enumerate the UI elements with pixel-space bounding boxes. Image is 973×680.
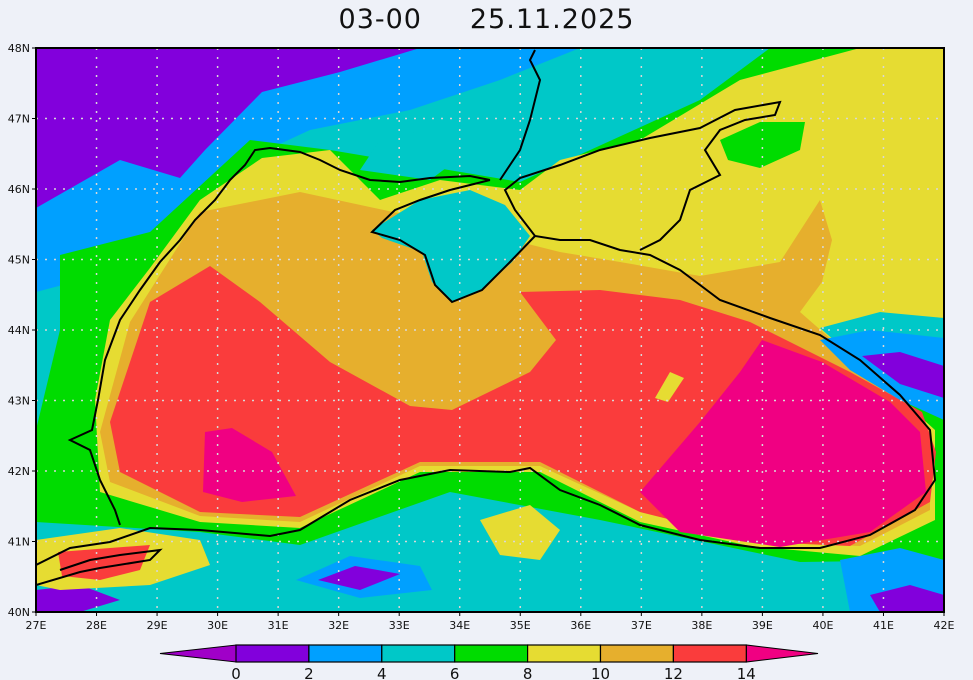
lon-tick-label: 40E xyxy=(812,619,833,632)
map-title: 03-00 25.11.2025 xyxy=(338,4,635,35)
lat-tick-label: 45N xyxy=(8,254,30,267)
axis-ticks: 27E 28E 29E 30E 31E 32E 33E 34E 35E 36E 37E 38E 39E 4… xyxy=(8,42,955,632)
colorbar-label: 0 xyxy=(231,665,241,680)
gridlines xyxy=(36,48,944,612)
lat-tick-label: 48N xyxy=(8,42,30,55)
colorbar: 0 2 4 6 8 10 12 14 xyxy=(159,644,819,680)
colorbar-label: 8 xyxy=(523,665,533,680)
colorbar-swatch xyxy=(672,644,747,663)
colorbar-under-triangle xyxy=(159,644,237,663)
colorbar-swatch xyxy=(454,644,529,663)
colorbar-label: 4 xyxy=(377,665,387,680)
colorbar-over-triangle xyxy=(745,644,819,663)
colorbar-swatch xyxy=(599,644,675,663)
lat-tick-label: 46N xyxy=(8,183,30,196)
lon-tick-label: 35E xyxy=(510,619,531,632)
colorbar-swatch xyxy=(526,644,602,663)
lat-tick-label: 41N xyxy=(8,536,30,549)
lon-tick-label: 32E xyxy=(328,619,349,632)
field-azov-cyan xyxy=(360,90,560,180)
lon-tick-label: 31E xyxy=(268,619,289,632)
field-green-east xyxy=(720,122,805,168)
lon-tick-label: 41E xyxy=(873,619,894,632)
lat-tick-label: 42N xyxy=(8,465,30,478)
colorbar-label: 2 xyxy=(304,665,314,680)
lon-tick-label: 29E xyxy=(147,619,168,632)
field-east-purple xyxy=(862,352,944,398)
coastline xyxy=(36,49,937,586)
lat-tick-label: 43N xyxy=(8,395,30,408)
lon-tick-label: 36E xyxy=(570,619,591,632)
colorbar-swatch xyxy=(308,644,383,663)
lon-tick-label: 42E xyxy=(934,619,955,632)
lon-tick-label: 37E xyxy=(631,619,652,632)
field-east-blue xyxy=(820,330,944,420)
lon-tick-label: 30E xyxy=(207,619,228,632)
lon-tick-label: 27E xyxy=(26,619,47,632)
colorbar-swatch xyxy=(381,644,456,663)
field-south-purple xyxy=(318,566,400,590)
lat-tick-label: 47N xyxy=(8,113,30,126)
field-layers xyxy=(36,48,944,612)
field-crimea-cyan xyxy=(372,190,530,302)
lat-tick-label: 40N xyxy=(8,606,30,619)
colorbar-label: 12 xyxy=(664,665,683,680)
lon-tick-label: 38E xyxy=(691,619,712,632)
field-magenta-east xyxy=(640,340,926,547)
lon-tick-label: 39E xyxy=(752,619,773,632)
colorbar-swatch xyxy=(235,644,310,663)
lon-tick-label: 28E xyxy=(86,619,107,632)
colorbar-label: 10 xyxy=(591,665,610,680)
lon-tick-label: 34E xyxy=(449,619,470,632)
field-sw-purple xyxy=(36,585,120,612)
field-purple-nw xyxy=(36,48,420,208)
field-se-purple xyxy=(870,585,944,612)
field-yellow-blob xyxy=(655,372,684,402)
colorbar-label: 6 xyxy=(450,665,460,680)
lat-tick-label: 44N xyxy=(8,324,30,337)
lon-tick-label: 33E xyxy=(389,619,410,632)
field-south-yellow xyxy=(480,505,560,560)
colorbar-label: 14 xyxy=(737,665,756,680)
field-magenta-west xyxy=(203,428,296,502)
